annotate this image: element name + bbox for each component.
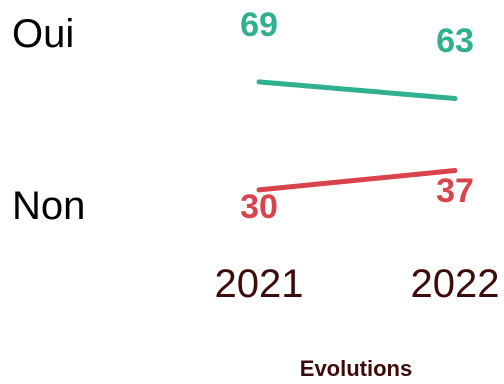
x-tick-2021: 2021 bbox=[214, 262, 304, 306]
series-line-non bbox=[256, 168, 458, 193]
x-axis-title: Evolutions bbox=[299, 356, 413, 381]
data-label-oui-2022: 63 bbox=[436, 22, 474, 60]
series-line-oui bbox=[256, 79, 458, 101]
data-label-non-2022: 37 bbox=[436, 172, 474, 210]
data-label-non-2021: 30 bbox=[240, 188, 278, 226]
x-tick-2022: 2022 bbox=[410, 262, 500, 306]
legend-label-oui: Oui bbox=[12, 12, 75, 56]
data-label-oui-2021: 69 bbox=[240, 6, 278, 44]
legend-label-non: Non bbox=[12, 184, 86, 228]
